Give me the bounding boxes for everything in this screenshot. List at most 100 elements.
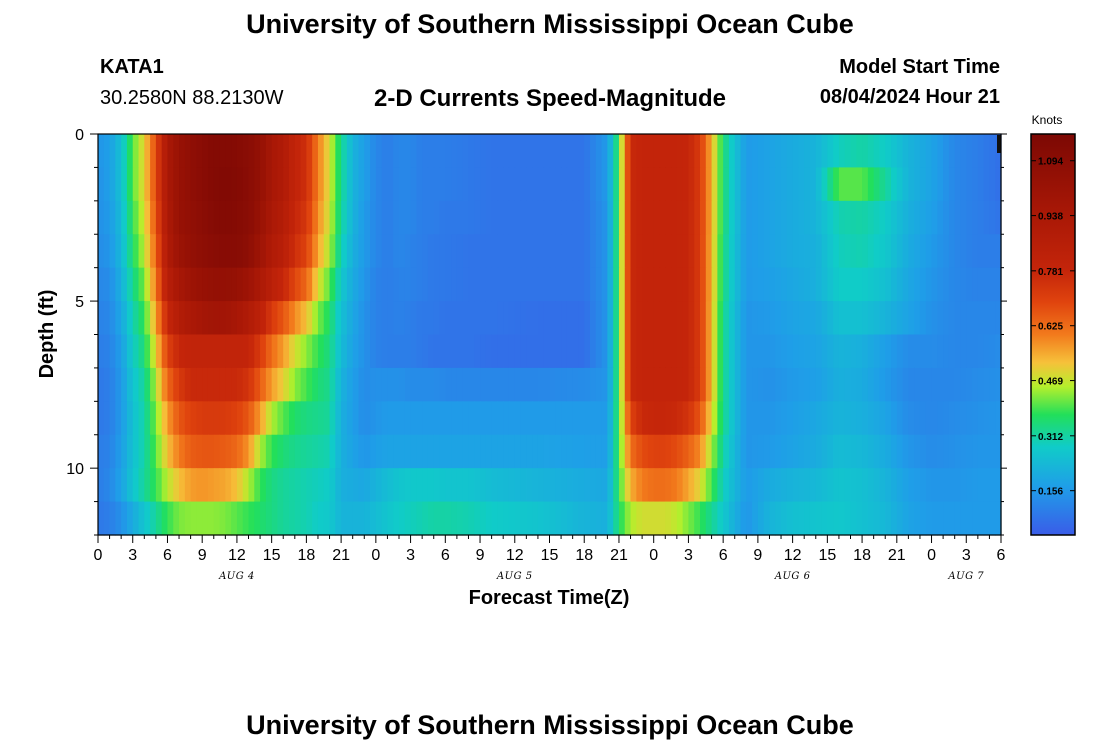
heatmap-cell [271,234,279,269]
heatmap-cell [937,234,944,269]
heatmap-cell [688,234,695,269]
heatmap-cell [636,267,643,302]
heatmap-cell [404,301,412,336]
heatmap-cell [931,401,938,436]
heatmap-cell [399,501,406,536]
heatmap-cell [155,334,163,369]
y-tick-label: 0 [75,127,84,144]
heatmap-cell [167,401,174,436]
heatmap-cell [468,234,475,269]
heatmap-cell [265,234,273,269]
heatmap-cell [219,367,226,402]
heatmap-cell [833,134,840,169]
heatmap-cell [838,401,846,436]
heatmap-cell [121,200,128,235]
heatmap-cell [821,334,828,369]
heatmap-cell [462,134,470,169]
heatmap-cell [144,167,151,202]
heatmap-cell [399,434,406,469]
heatmap-cell [688,468,695,503]
heatmap-cell [248,367,255,402]
heatmap-cell [989,134,996,169]
heatmap-cell [375,401,383,436]
heatmap-cell [271,468,279,503]
heatmap-cell [98,301,105,336]
heatmap-cell [815,200,823,235]
x-axis-label: Forecast Time(Z) [469,587,630,609]
heatmap-cell [891,200,898,235]
heatmap-cell [891,367,898,402]
heatmap-cell [752,501,759,536]
heatmap-cell [590,200,597,235]
heatmap-cell [862,301,869,336]
heatmap-cell [798,367,805,402]
heatmap-cell [752,301,759,336]
heatmap-cell [352,367,360,402]
heatmap-cell [717,234,724,269]
heatmap-cell [734,134,742,169]
heatmap-cell [902,167,909,202]
heatmap-cell [798,334,805,369]
heatmap-cell [896,234,904,269]
heatmap-cell [526,267,533,302]
heatmap-cell [711,501,718,536]
heatmap-cell [190,234,198,269]
heatmap-cell [705,501,713,536]
heatmap-cell [856,234,863,269]
heatmap-cell [960,468,967,503]
heatmap-cell [207,468,215,503]
heatmap-cell [98,334,105,369]
heatmap-cell [468,334,475,369]
heatmap-cell [682,200,690,235]
heatmap-cell [497,134,504,169]
heatmap-cell [815,401,823,436]
heatmap-cell [717,434,724,469]
heatmap-cell [821,167,828,202]
heatmap-cell [977,301,985,336]
heatmap-cell [694,401,701,436]
heatmap-cell [456,434,464,469]
heatmap-cell [700,301,707,336]
heatmap-cell [584,267,591,302]
heatmap-cell [167,134,174,169]
heatmap-cell [572,434,580,469]
heatmap-cell [815,134,823,169]
heatmap-cell [931,167,938,202]
heatmap-cell [445,267,452,302]
heatmap-cell [578,367,585,402]
heatmap-cell [665,334,672,369]
heatmap-cell [809,401,817,436]
heatmap-cell [497,367,504,402]
heatmap-cell [497,334,504,369]
heatmap-cell [740,401,747,436]
heatmap-cell [289,367,296,402]
heatmap-cell [671,301,678,336]
heatmap-cell [190,468,198,503]
heatmap-cell [207,401,215,436]
heatmap-cell [757,434,765,469]
heatmap-cell [972,401,979,436]
heatmap-cell [439,267,446,302]
heatmap-cell [132,468,140,503]
heatmap-cell [346,267,354,302]
heatmap-cell [595,501,603,536]
heatmap-cell [728,267,736,302]
heatmap-cell [497,167,504,202]
heatmap-cell [254,401,261,436]
heatmap-cell [289,301,296,336]
heatmap-cell [584,434,591,469]
x-tick-label: 6 [997,547,1006,564]
heatmap-cell [844,468,852,503]
heatmap-cell [98,501,105,536]
heatmap-cell [757,334,765,369]
heatmap-cell [115,301,122,336]
heatmap-cell [775,301,782,336]
heatmap-cell [236,468,244,503]
heatmap-cell [734,234,742,269]
x-tick-label: 0 [94,547,103,564]
heatmap-cell [312,334,319,369]
heatmap-cell [960,200,967,235]
heatmap-cell [943,234,950,269]
heatmap-cell [138,434,145,469]
heatmap-cell [590,167,597,202]
